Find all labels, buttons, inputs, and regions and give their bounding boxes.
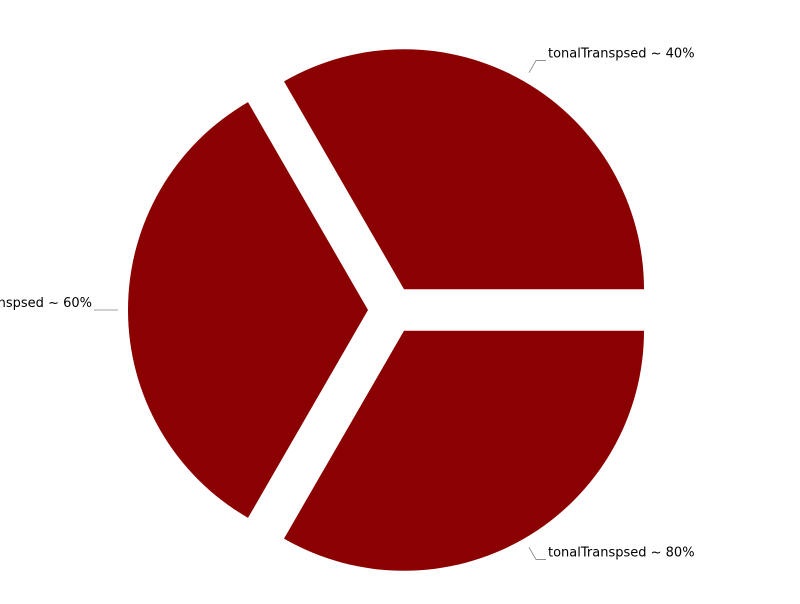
pie-slices [128,49,644,571]
pie-slice [284,330,644,571]
slice-label: tonalTranspsed ~ 40% [548,47,695,62]
pie-slice [284,49,644,290]
slice-labels: tonalTranspsed ~ 40% tonalTranspsed ~ 60%… [0,47,695,561]
pie-slice [128,102,368,518]
leader-lines [94,60,546,560]
leader-line [528,60,546,73]
slice-label: tonalTranspsed ~ 80% [548,545,695,560]
leader-line [528,547,546,560]
slice-label: tonalTranspsed ~ 60% [0,296,92,311]
